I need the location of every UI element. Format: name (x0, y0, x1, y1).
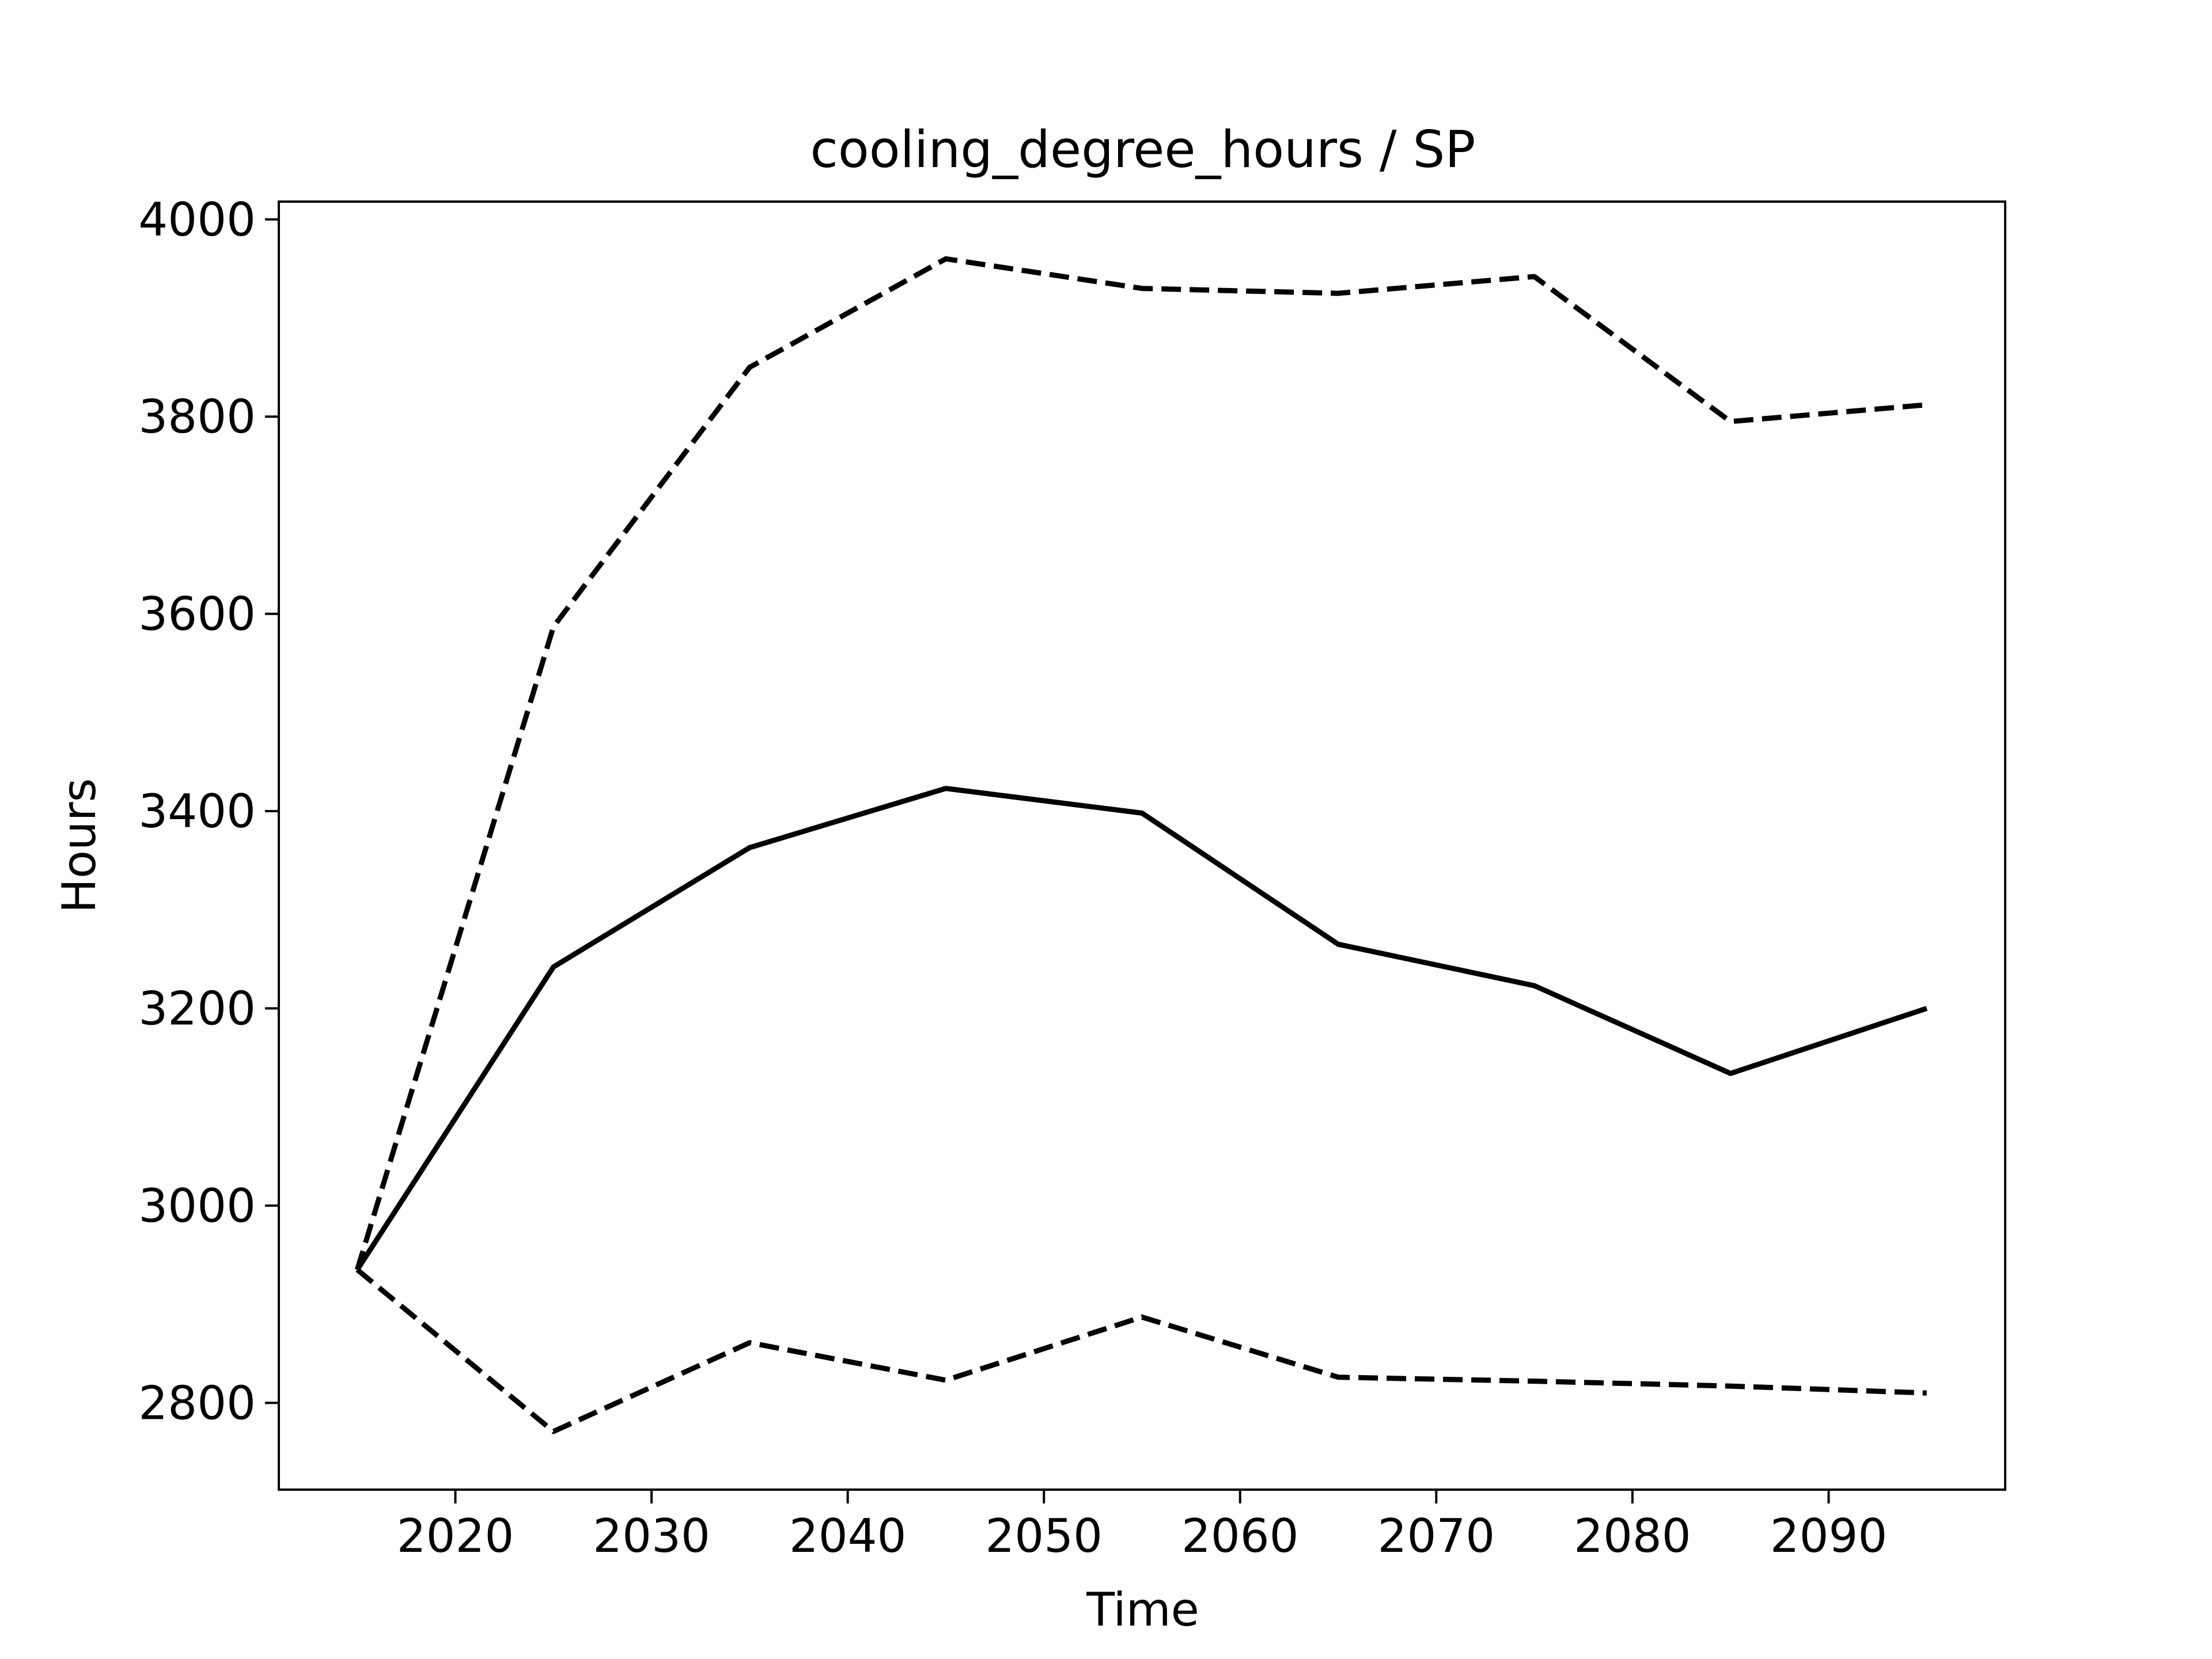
y-tick-label: 3800 (138, 390, 256, 444)
x-tick-label: 2020 (397, 1509, 514, 1563)
y-tick-label: 3000 (138, 1179, 256, 1233)
y-axis: 2800 3000 3200 3400 3600 3800 4000 (138, 193, 279, 1430)
series-line-mean (355, 786, 1928, 1271)
x-tick-label: 2070 (1378, 1509, 1495, 1563)
x-tick-label: 2050 (985, 1509, 1103, 1563)
series-line-lower (355, 1267, 1927, 1434)
y-tick-label: 3600 (138, 588, 256, 641)
x-tick-label: 2030 (593, 1509, 710, 1563)
x-tick-label: 2060 (1181, 1509, 1299, 1563)
x-axis-label: Time (1086, 1583, 1199, 1637)
y-tick-label: 4000 (138, 193, 256, 247)
x-tick-label: 2040 (789, 1509, 907, 1563)
y-tick-label: 3400 (138, 785, 256, 838)
series-line-upper (354, 256, 1927, 1271)
x-tick-label: 2080 (1574, 1509, 1691, 1563)
y-axis-label: Hours (52, 778, 106, 913)
series-layer (354, 256, 1928, 1434)
x-tick-label: 2090 (1770, 1509, 1888, 1563)
chart-title: cooling_degree_hours / SP (810, 120, 1476, 179)
plot-frame (278, 200, 2006, 1491)
y-tick-label: 2800 (138, 1376, 256, 1430)
x-axis: 2020 2030 2040 2050 2060 2070 2080 2090 (397, 1490, 1888, 1563)
y-tick-label: 3200 (138, 982, 256, 1035)
